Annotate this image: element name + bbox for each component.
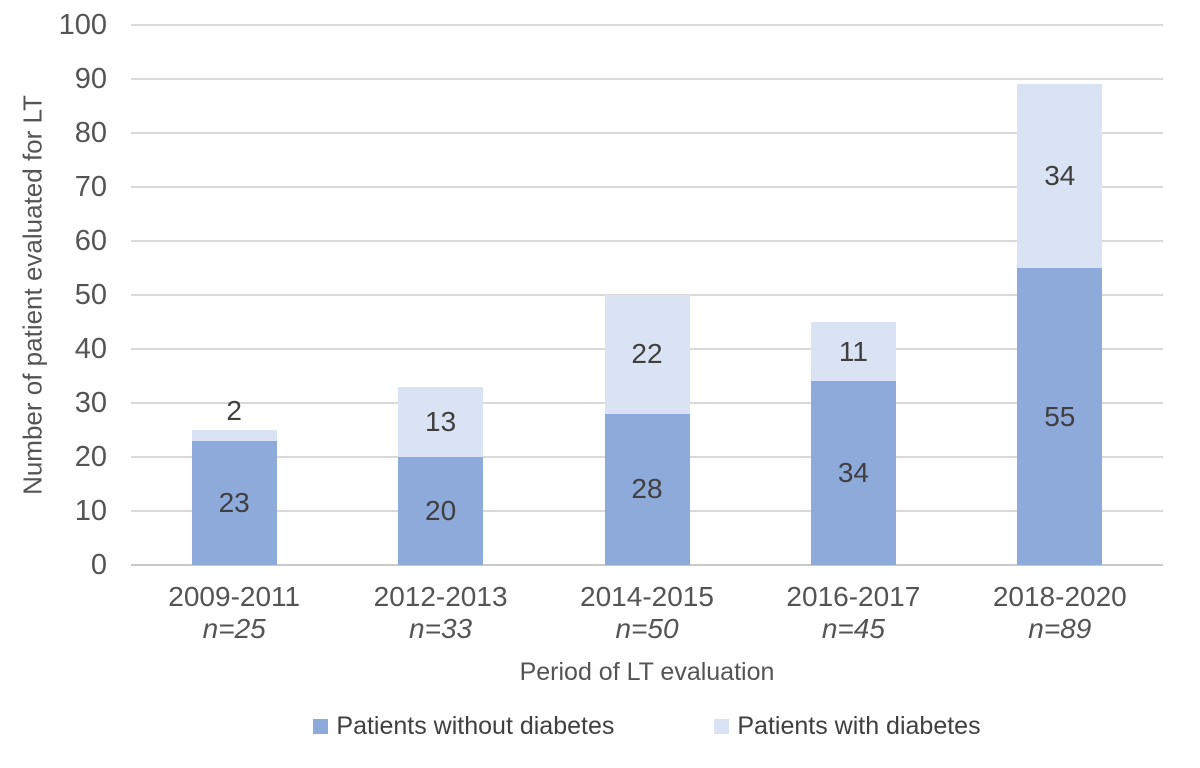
gridline (131, 186, 1163, 188)
data-label: 28 (631, 473, 663, 505)
x-category-n-count: n=45 (821, 613, 885, 644)
data-label: 20 (425, 495, 457, 526)
data-label: 13 (425, 405, 457, 437)
x-category-label: 2012-2013 n=33 (337, 581, 543, 645)
x-axis-line (131, 564, 1163, 566)
data-label: 55 (1044, 400, 1076, 432)
y-tick-label: 30 (74, 387, 107, 419)
y-tick-label: 50 (74, 279, 107, 311)
x-category-n-count: n=89 (1028, 613, 1092, 644)
legend: Patients without diabetes Patients with d… (131, 712, 1163, 741)
bar-segment-without-diabetes (398, 457, 484, 565)
y-tick-label: 10 (74, 495, 107, 527)
bar-segment-with-diabetes (191, 430, 277, 441)
x-category-period: 2009-2011 (168, 581, 301, 612)
data-label: 11 (838, 335, 868, 367)
gridline (131, 132, 1163, 134)
legend-entry-with-diabetes: Patients with diabetes (714, 712, 981, 741)
legend-swatch-icon (313, 719, 329, 734)
x-category-label: 2018-2020 n=89 (957, 581, 1163, 645)
legend-swatch-icon (714, 719, 730, 734)
x-category-period: 2018-2020 (992, 581, 1127, 612)
x-category-label: 2016-2017 n=45 (750, 581, 956, 645)
legend-label: Patients with diabetes (737, 712, 981, 740)
gridline (131, 24, 1163, 26)
x-category-n-count: n=50 (615, 613, 679, 644)
x-category-label: 2014-2015 n=50 (544, 581, 750, 645)
x-category-n-count: n=33 (409, 613, 473, 644)
x-category-label: 2009-2011 n=25 (131, 581, 337, 645)
legend-entry-without-diabetes: Patients without diabetes (313, 712, 614, 741)
bar-segment-without-diabetes (191, 440, 277, 565)
y-tick-label: 90 (74, 63, 107, 95)
legend-label: Patients without diabetes (336, 712, 615, 740)
y-tick-label: 20 (74, 441, 107, 473)
gridline (131, 240, 1163, 242)
bar-segment-without-diabetes (810, 381, 896, 565)
x-category-period: 2012-2013 (373, 581, 508, 612)
bar-segment-with-diabetes (1017, 84, 1103, 268)
data-label: 2 (226, 395, 242, 426)
data-label: 23 (218, 486, 250, 518)
bar-segment-with-diabetes (604, 295, 690, 414)
data-label: 34 (1044, 160, 1076, 192)
bar-segment-without-diabetes (1017, 268, 1103, 565)
y-tick-label: 0 (90, 549, 107, 581)
y-tick-label: 100 (58, 9, 107, 41)
bar-segment-with-diabetes (810, 322, 896, 382)
x-category-period: 2016-2017 (786, 581, 921, 612)
x-category-period: 2014-2015 (580, 581, 714, 612)
y-tick-label: 40 (74, 333, 107, 365)
data-label: 22 (631, 338, 663, 370)
y-tick-label: 70 (74, 171, 107, 203)
bar-segment-with-diabetes (398, 386, 484, 457)
gridline (131, 78, 1163, 80)
y-tick-label: 60 (74, 225, 107, 257)
data-label: 34 (837, 457, 869, 489)
x-axis-title: Period of LT evaluation (519, 658, 775, 686)
y-tick-label: 80 (74, 117, 107, 149)
bar-segment-without-diabetes (604, 413, 690, 565)
x-category-n-count: n=25 (202, 613, 266, 644)
